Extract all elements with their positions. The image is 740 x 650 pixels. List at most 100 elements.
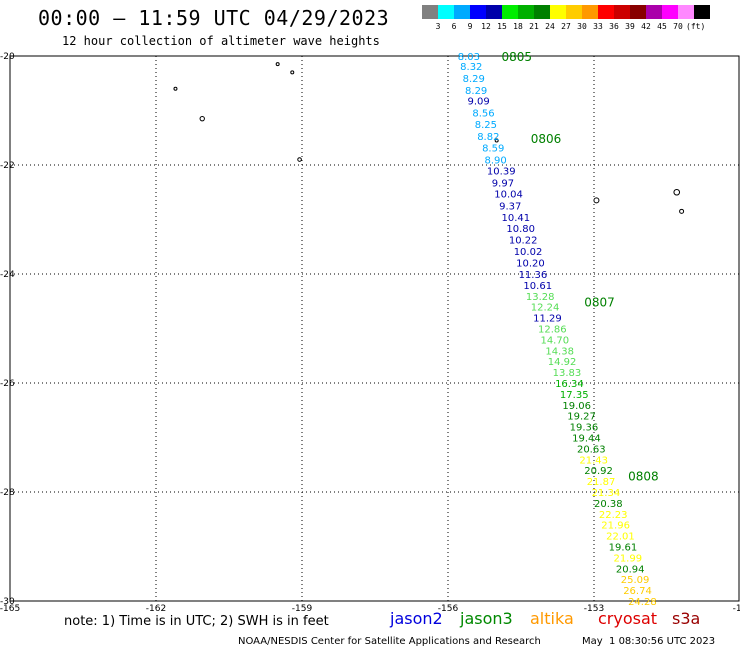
- island-outline: [673, 188, 681, 196]
- legend-label: 6: [451, 22, 457, 31]
- legend-swatch: [582, 5, 598, 19]
- legend-label: 45: [657, 22, 667, 31]
- legend-label: 33: [593, 22, 603, 31]
- legend-label: 12: [481, 22, 491, 31]
- legend-swatch: [630, 5, 646, 19]
- legend-label: (ft): [686, 22, 706, 31]
- plot-frame: [9, 55, 740, 602]
- wave-height-label: 10.02: [514, 247, 543, 258]
- wave-height-label: 20.92: [584, 466, 613, 477]
- legend-swatch: [598, 5, 614, 19]
- wave-height-label: 14.70: [540, 335, 569, 346]
- wave-height-label: 21.99: [613, 553, 642, 564]
- wave-height-label: 16.34: [555, 379, 584, 390]
- legend-swatch: [662, 5, 678, 19]
- wave-height-label: 10.41: [502, 213, 531, 224]
- wave-height-label: 9.09: [467, 97, 489, 108]
- legend-label: 70: [673, 22, 683, 31]
- wave-height-label: 20.63: [577, 444, 606, 455]
- legend-swatch: [502, 5, 518, 19]
- wave-height-label: 17.35: [560, 390, 589, 401]
- wave-height-label: 11.36: [519, 270, 548, 281]
- y-tick-label: -26: [0, 379, 15, 389]
- legend-swatch: [646, 5, 662, 19]
- wave-height-label: 12.24: [531, 303, 560, 314]
- time-label: 0805: [502, 50, 533, 64]
- legend-label: 30: [577, 22, 587, 31]
- x-tick-label: -156: [438, 604, 459, 614]
- wave-height-label: 10.04: [494, 189, 523, 200]
- time-label: 0806: [531, 132, 562, 146]
- legend-swatch: [470, 5, 486, 19]
- wave-height-label: 21.87: [587, 477, 616, 488]
- y-tick-label: -30: [0, 597, 15, 607]
- legend-swatch: [438, 5, 454, 19]
- satellite-jason2: jason2: [390, 609, 443, 628]
- island-outline: [275, 62, 280, 67]
- satellite-s3a: s3a: [672, 609, 701, 628]
- chart-subtitle: 12 hour collection of altimeter wave hei…: [62, 34, 380, 48]
- wave-height-label: 8.32: [460, 62, 482, 73]
- wave-height-label: 8.03: [458, 52, 480, 63]
- legend-swatch: [550, 5, 566, 19]
- footnote: note: 1) Time is in UTC; 2) SWH is in fe…: [64, 614, 329, 629]
- wave-height-label: 8.82: [477, 132, 499, 143]
- wave-height-label: 20.94: [616, 564, 645, 575]
- legend-label: 36: [609, 22, 619, 31]
- wave-height-label: 14.38: [545, 346, 574, 357]
- y-tick-label: -22: [0, 161, 15, 171]
- x-tick-label: -153: [584, 604, 604, 614]
- wave-height-label: 9.97: [492, 178, 514, 189]
- legend-swatch: [678, 5, 694, 19]
- legend-swatch: [694, 5, 710, 19]
- legend-swatch: [486, 5, 502, 19]
- legend-label: 15: [497, 22, 507, 31]
- wave-height-label: 24.28: [628, 597, 657, 608]
- time-label: 0807: [584, 295, 615, 309]
- wave-height-label: 13.83: [553, 368, 582, 379]
- legend-swatch: [454, 5, 470, 19]
- wave-height-label: 20.38: [594, 499, 623, 510]
- wave-height-label: 14.92: [548, 357, 577, 368]
- y-tick-label: -20: [0, 52, 15, 62]
- wave-height-label: 26.74: [623, 586, 652, 597]
- wave-height-label: 10.20: [516, 259, 545, 270]
- legend-swatch: [566, 5, 582, 19]
- legend-swatch: [518, 5, 534, 19]
- wave-height-label: 9.37: [499, 201, 521, 212]
- wave-height-label: 8.25: [475, 120, 497, 131]
- legend-label: 18: [513, 22, 523, 31]
- satellite-jason3: jason3: [460, 609, 513, 628]
- wave-height-label: 21.34: [592, 488, 621, 499]
- y-tick-label: -28: [0, 488, 15, 498]
- y-tick-label: -24: [0, 270, 15, 280]
- x-tick-label: -165: [0, 604, 20, 614]
- wave-height-label: 22.23: [599, 510, 628, 521]
- legend-swatch: [614, 5, 630, 19]
- wave-height-label: 12.86: [538, 325, 567, 336]
- wave-height-label: 19.61: [609, 543, 638, 554]
- time-label: 0808: [628, 470, 659, 484]
- wave-height-label: 21.43: [579, 455, 608, 466]
- legend-label: 24: [545, 22, 555, 31]
- wave-height-label: 10.39: [487, 166, 516, 177]
- wave-height-label: 8.29: [463, 74, 485, 85]
- credit-date: May 1 08:30:56 UTC 2023: [582, 636, 716, 647]
- legend-label: 3: [435, 22, 441, 31]
- wave-height-label: 21.96: [601, 521, 630, 532]
- wave-height-label: 19.27: [567, 412, 596, 423]
- x-tick-label: -162: [146, 604, 166, 614]
- satellite-altika: altika: [530, 609, 574, 628]
- wave-height-label: 13.28: [526, 292, 555, 303]
- island-outline: [679, 208, 685, 214]
- legend-label: 21: [529, 22, 539, 31]
- x-tick-label: -159: [292, 604, 313, 614]
- x-tick-label: -15: [733, 604, 740, 614]
- wave-height-label: 8.90: [485, 156, 507, 167]
- island-outline: [290, 70, 295, 75]
- legend-label: 39: [625, 22, 635, 31]
- wave-height-label: 22.01: [606, 532, 635, 543]
- chart-title: 00:00 — 11:59 UTC 04/29/2023: [38, 6, 390, 30]
- legend-label: 9: [467, 22, 473, 31]
